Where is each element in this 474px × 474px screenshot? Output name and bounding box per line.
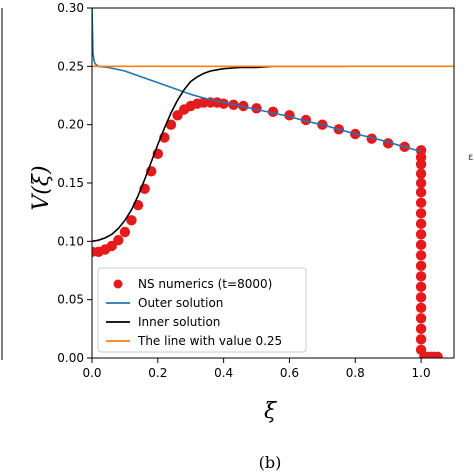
data-point [300,114,312,126]
data-point [415,334,427,345]
legend-label: Outer solution [138,296,223,310]
plot-area [92,8,454,358]
data-point [415,271,427,282]
legend-box [97,267,307,353]
legend: NS numerics (t=8000) Outer solution Inner … [97,267,307,353]
data-point [165,119,177,130]
data-point [415,229,427,240]
legend-marker [113,279,123,289]
x-tick-label: 1.0 [412,366,431,380]
series-line-1 [92,8,422,153]
data-point [119,226,131,238]
x-axis-label: ξ [264,399,278,424]
y-tick-label: 0.20 [57,118,84,132]
data-point [415,239,427,251]
y-tick-label: 0.15 [57,176,84,190]
data-point [218,98,229,109]
data-point [415,218,427,230]
x-tick-label: 0.2 [148,366,167,380]
data-point [267,106,279,118]
data-point [415,260,427,272]
y-axis-label: V(ξ) [29,165,54,210]
y-tick-label: 0.25 [57,59,84,73]
data-point [415,208,427,219]
y-tick-label: 0.00 [57,351,84,365]
legend-item: Inner solution [106,315,220,329]
data-point [415,323,427,335]
y-axis: 0.00 0.05 0.10 0.15 0.20 0.25 0.30 [57,1,92,365]
y-tick-label: 0.05 [57,293,84,307]
x-axis: 0.0 0.2 0.4 0.6 0.8 1.0 [82,358,431,380]
legend-label: Inner solution [138,315,220,329]
series-line-2 [92,65,346,243]
right-crop-text: ε [468,152,473,163]
y-tick-label: 0.30 [57,1,84,15]
data-point [415,250,427,261]
x-tick-label: 0.8 [346,366,365,380]
data-point [432,351,443,358]
x-tick-label: 0.4 [214,366,233,380]
x-tick-label: 0.0 [82,366,101,380]
data-point [415,292,427,303]
y-tick-label: 0.10 [57,234,84,248]
legend-label: The line with value 0.25 [137,334,282,348]
figure-caption: (b) [259,453,282,472]
data-point [415,302,427,314]
data-point [366,133,377,144]
data-point [126,215,137,226]
data-point [415,281,427,293]
data-point [415,187,427,198]
legend-label: NS numerics (t=8000) [138,277,272,291]
data-point [415,197,427,209]
data-point [415,177,427,189]
legend-items: NS numerics (t=8000) Outer solution Inner … [106,277,282,348]
data-point [113,234,124,246]
data-point [415,313,427,324]
data-point [415,159,427,170]
data-point [415,168,427,179]
legend-item: NS numerics (t=8000) [113,277,272,291]
data-point [251,103,262,114]
legend-item: Outer solution [106,296,223,310]
x-tick-label: 0.6 [280,366,299,380]
series-layer [92,8,454,358]
legend-item: The line with value 0.25 [106,334,282,348]
